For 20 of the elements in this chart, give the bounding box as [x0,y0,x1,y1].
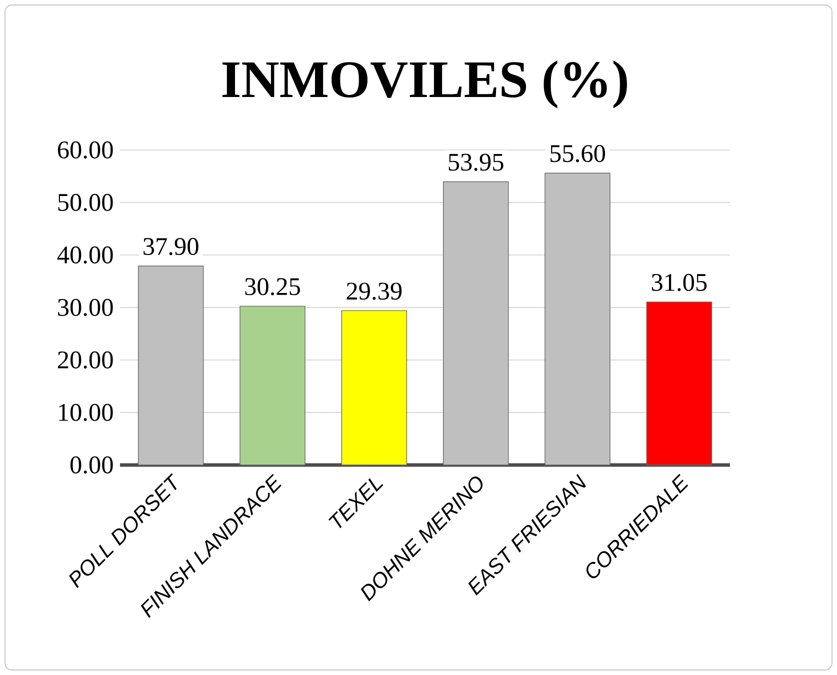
bar [341,310,408,466]
bar [646,302,712,466]
y-tick-label: 20.00 [58,351,113,369]
y-tick-label: 60.00 [58,141,113,159]
data-label: 29.39 [346,282,402,300]
y-tick-label: 30.00 [58,298,113,316]
bar [240,306,306,466]
y-tick-label: 10.00 [59,404,113,422]
y-tick-label: 0.00 [70,456,113,474]
data-label: 55.60 [550,145,606,162]
data-label: 31.05 [652,274,707,292]
data-label: 30.25 [245,278,300,296]
data-label: 53.95 [448,154,504,171]
bar [138,266,204,466]
data-label: 37.90 [144,238,198,256]
bar [544,172,610,466]
chart-title: INMOVILES (%) [222,60,627,108]
y-tick-label: 40.00 [57,246,113,264]
bar [442,181,509,466]
y-tick-label: 50.00 [58,194,113,212]
